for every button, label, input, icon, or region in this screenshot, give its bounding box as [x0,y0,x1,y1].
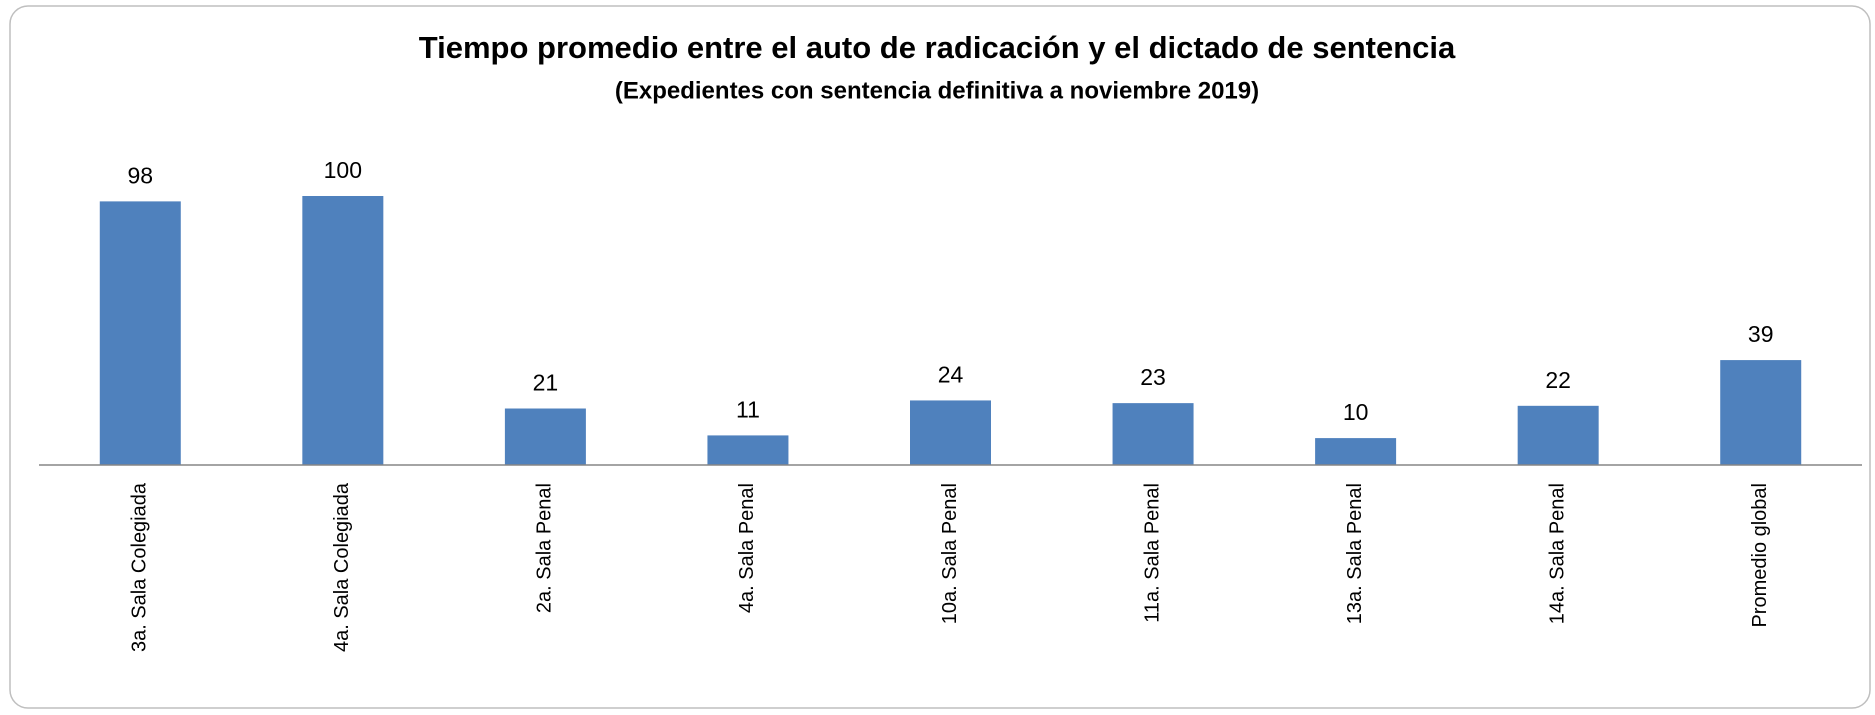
bar [504,408,586,465]
data-label: 22 [1545,367,1571,393]
x-tick-label: 11a. Sala Penal [1141,483,1163,623]
x-tick-label: 13a. Sala Penal [1344,483,1366,624]
data-label: 98 [127,162,153,188]
data-label: 39 [1748,321,1774,347]
x-tick-label: 10a. Sala Penal [939,483,961,624]
x-tick-label: 4a. Sala Penal [736,483,758,613]
x-tick-label: 3a. Sala Colegiada [129,482,151,652]
bar [910,400,991,465]
bar [1517,405,1599,465]
chart-title: Tiempo promedio entre el auto de radicac… [419,30,1456,65]
bar [302,196,384,465]
bar [707,435,789,465]
bar [1315,438,1397,465]
data-label: 24 [938,362,964,388]
x-tick-label: 2a. Sala Penal [534,483,556,613]
bar [1720,360,1802,465]
data-label: 21 [533,370,559,396]
x-tick-label: 4a. Sala Colegiada [331,482,353,652]
data-label: 11 [736,396,760,422]
bar [1112,403,1194,465]
data-label: 23 [1140,364,1166,390]
chart-frame [9,5,1871,709]
bar [99,201,181,465]
x-tick-label: 14a. Sala Penal [1546,483,1568,624]
chart-subtitle: (Expedientes con sentencia definitiva a … [615,77,1259,104]
x-tick-label: Promedio global [1749,483,1771,628]
data-label: 100 [324,157,362,183]
data-label: 10 [1343,399,1369,425]
